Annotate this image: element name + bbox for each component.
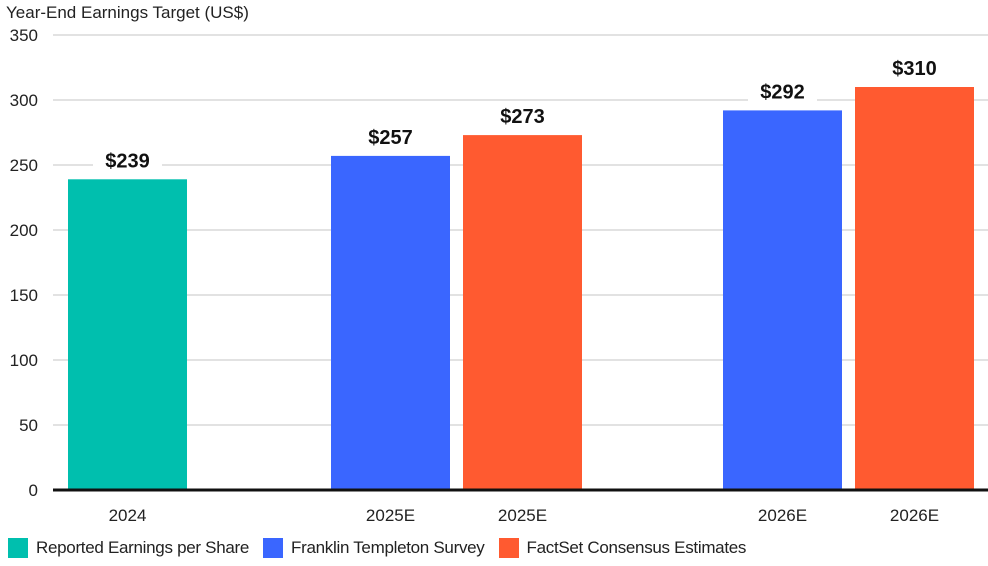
data-label: $273 [500,106,545,128]
x-tick-label: 2026E [758,506,807,525]
label-background [880,53,949,79]
legend-swatch [263,538,284,558]
y-tick-label: 300 [10,91,38,110]
y-tick-label: 100 [10,351,38,370]
data-label: $292 [760,81,805,103]
bar [463,135,582,490]
legend-swatch [498,538,519,558]
x-tick-label: 2026E [890,506,939,525]
y-tick-label: 50 [19,416,38,435]
bar [723,110,842,491]
label-background [356,121,425,148]
label-background [488,101,557,128]
legend-item-franklin: Franklin Templeton Survey [263,538,485,558]
label-background [748,76,817,103]
legend-item-factset: FactSet Consensus Estimates [498,538,747,558]
data-label: $239 [105,150,150,172]
bar [331,155,450,490]
y-tick-label: 350 [10,26,38,45]
y-tick-label: 200 [10,221,38,240]
data-label: $310 [892,58,937,80]
bar-chart: Year-End Earnings Target (US$) 0 50 100 150… [6,3,988,525]
label-background [93,145,162,172]
legend-label: Franklin Templeton Survey [291,538,485,557]
y-tick-label: 250 [10,156,38,175]
bar [855,87,974,490]
legend: Reported Earnings per Share Franklin Tem… [8,538,760,558]
legend-label: FactSet Consensus Estimates [526,538,747,557]
legend-swatch [8,538,28,558]
data-label: $257 [368,127,413,149]
x-tick-label: 2024 [109,506,147,525]
legend-label: Reported Earnings per Share [36,538,250,557]
legend-item-reported: Reported Earnings per Share [8,538,249,558]
x-tick-label: 2025E [366,506,415,525]
y-tick-label: 0 [29,481,38,500]
chart-title: Year-End Earnings Target (US$) [6,3,249,22]
bar [68,179,187,491]
x-tick-label: 2025E [498,506,547,525]
y-tick-label: 150 [10,286,38,305]
